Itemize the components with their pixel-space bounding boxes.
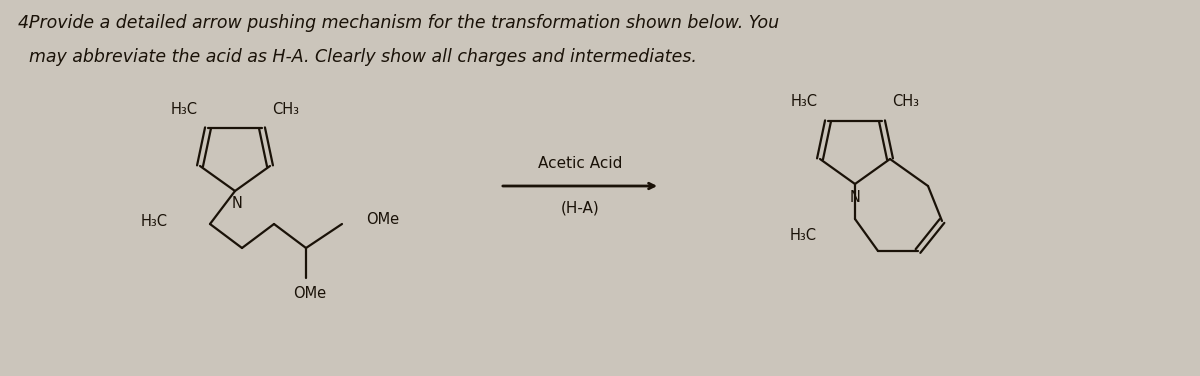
Text: OMe: OMe [294,285,326,300]
Text: CH₃: CH₃ [272,102,299,117]
Text: N: N [850,190,860,205]
Text: H₃C: H₃C [790,227,817,243]
Text: H₃C: H₃C [142,214,168,229]
Text: OMe: OMe [366,212,400,227]
Text: 4.: 4. [18,14,35,32]
Text: N: N [232,196,242,211]
Text: H₃C: H₃C [172,102,198,117]
Text: may abbreviate the acid as H-A. Clearly show all charges and intermediates.: may abbreviate the acid as H-A. Clearly … [18,48,697,66]
Text: H₃C: H₃C [791,94,818,109]
Text: Acetic Acid: Acetic Acid [538,156,622,171]
Text: (H-A): (H-A) [560,200,599,215]
Text: Provide a detailed arrow pushing mechanism for the transformation shown below. Y: Provide a detailed arrow pushing mechani… [18,14,779,32]
Text: CH₃: CH₃ [892,94,919,109]
